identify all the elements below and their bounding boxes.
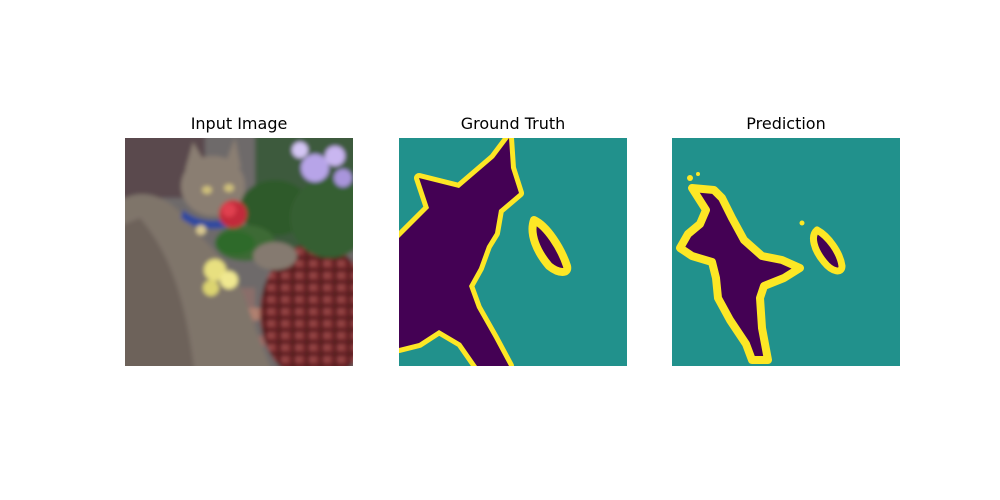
panel-ground-truth: Ground Truth [399,112,627,366]
panel-input-image: Input Image [125,112,353,366]
cat-photo-image [125,138,353,366]
ground-truth-mask [399,138,627,366]
prediction-mask [672,138,900,366]
panel-title-input: Input Image [190,114,288,133]
panel-title-ground-truth: Ground Truth [460,114,566,133]
panel-prediction: Prediction [672,112,900,366]
panel-title-prediction: Prediction [746,114,826,133]
